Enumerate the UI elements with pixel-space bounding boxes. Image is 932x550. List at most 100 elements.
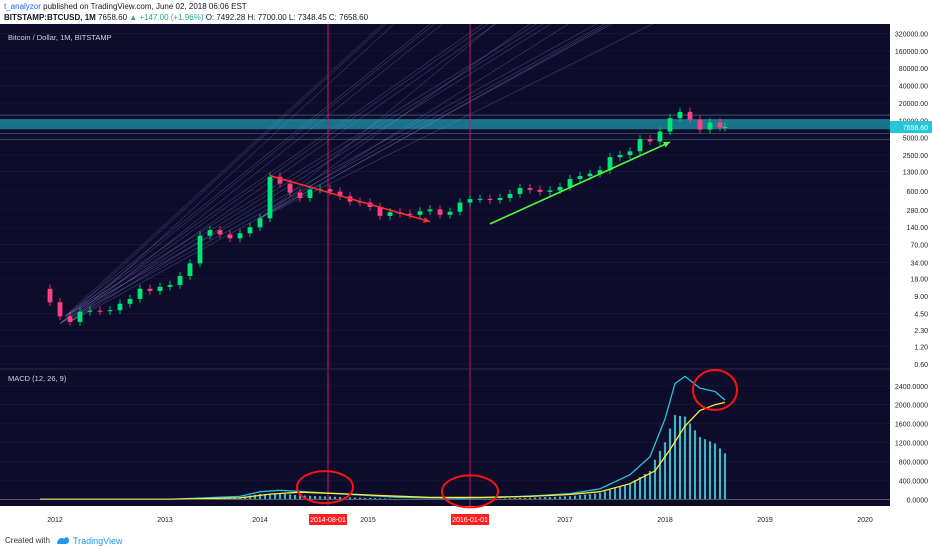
candle-body <box>387 212 393 216</box>
candle-body <box>67 316 73 322</box>
macd-pane-title: MACD (12, 26, 9) <box>8 374 67 383</box>
candle-body <box>97 310 103 312</box>
current-price-label: 7658.60 <box>903 125 928 132</box>
candle-body <box>47 288 53 303</box>
time-tick-label: 2020 <box>857 517 873 524</box>
candle-body <box>287 183 293 193</box>
candle-body <box>607 157 613 171</box>
candle-body <box>217 230 223 235</box>
candle-body <box>427 209 433 212</box>
price-change: +147.00 (+1.96%) <box>139 13 204 22</box>
candle-body <box>722 127 728 129</box>
chart-canvas[interactable]: 320000.00 160000.00 80000.00 40000.00 20000.… <box>0 24 932 530</box>
current-price-tag <box>890 121 932 134</box>
trend-arrows <box>269 141 671 225</box>
candle-body <box>237 233 243 239</box>
symbol-line: BITSTAMP:BTCUSD, 1M 7658.60 ▲ +147.00 (+… <box>4 13 368 22</box>
macd-pane <box>0 369 890 509</box>
candle-body <box>437 209 443 215</box>
candle-body <box>297 192 303 199</box>
trendline <box>259 24 531 219</box>
publish-line: t_analyzor published on TradingView.com,… <box>4 2 247 11</box>
candle-body <box>147 288 153 291</box>
time-tick-label: 2013 <box>157 517 173 524</box>
time-tick-label: 2018 <box>657 517 673 524</box>
time-tick-label: 2019 <box>757 517 773 524</box>
candle-body <box>307 189 313 199</box>
created-with-text: Created with <box>5 536 50 545</box>
candle-body <box>477 198 483 200</box>
candle-body <box>657 131 663 142</box>
time-tick-label: 2016-01-01 <box>452 517 488 524</box>
trendline <box>59 24 386 324</box>
candle-body <box>507 193 513 199</box>
trendline <box>69 24 551 323</box>
candle-body <box>107 310 113 312</box>
annotation-circle <box>296 470 354 505</box>
trendline <box>59 24 489 324</box>
price-tick-label: 600.00 <box>907 189 929 196</box>
candle-body <box>537 189 543 192</box>
candle-body <box>687 111 693 120</box>
uptrend-arrow <box>489 141 671 225</box>
vertical-markers <box>327 24 471 506</box>
time-tick-label: 2017 <box>557 517 573 524</box>
macd-tick-label: 1600.0000 <box>895 422 928 429</box>
candle-body <box>157 286 163 291</box>
candle-body <box>227 234 233 239</box>
candle-body <box>447 211 453 215</box>
grid-lines <box>0 33 890 500</box>
annotation-circle <box>441 474 499 509</box>
candle-body <box>457 202 463 212</box>
uptrend-arrow-head <box>663 141 670 148</box>
tradingview-link[interactable]: TradingView <box>73 536 123 546</box>
time-tick-label: 2015 <box>360 517 376 524</box>
price-tick-label: 0.60 <box>914 362 928 369</box>
candle-body <box>517 188 523 194</box>
ohlc-values: O: 7492.28 H: 7700.00 L: 7348.45 C: 7658… <box>205 13 369 22</box>
trendline <box>64 24 484 317</box>
price-tick-label: 320000.00 <box>895 32 928 39</box>
candle-body <box>177 275 183 285</box>
candle-body <box>677 111 683 119</box>
candle-body <box>557 186 563 191</box>
author-link[interactable]: t_analyzor <box>4 2 41 11</box>
candle-body <box>547 190 553 192</box>
candle-body <box>377 206 383 216</box>
price-tick-label: 1.20 <box>914 344 928 351</box>
price-tick-label: 2500.00 <box>903 153 928 160</box>
price-tick-label: 5000.00 <box>903 136 928 143</box>
price-axis-panel <box>890 24 932 506</box>
time-tick-label: 2014 <box>252 517 268 524</box>
candle-body <box>717 122 723 128</box>
price-pane-title: Bitcoin / Dollar, 1M, BITSTAMP <box>8 33 112 42</box>
time-marker-tag <box>451 514 489 525</box>
time-marker-tag <box>309 514 347 525</box>
trendline <box>64 24 597 317</box>
candle-body <box>57 302 63 317</box>
macd-axis-ticks: 2400.0000 2000.0000 1600.0000 1200.0000 800.… <box>895 384 928 504</box>
trendline <box>259 24 609 219</box>
macd-tick-label: 400.0000 <box>899 478 928 485</box>
candle-body <box>617 155 623 158</box>
candle-body <box>467 199 473 203</box>
candle-body <box>277 176 283 184</box>
trendline <box>64 24 384 317</box>
price-tick-label: 1300.00 <box>903 169 928 176</box>
price-tick-label: 160000.00 <box>895 49 928 56</box>
trendline <box>259 24 496 219</box>
trendline <box>59 24 435 324</box>
support-band <box>0 119 890 130</box>
signal-line <box>40 401 726 500</box>
macd-tick-label: 0.0000 <box>907 497 929 504</box>
candle-body <box>267 176 273 219</box>
candle-body <box>647 139 653 142</box>
downtrend-arrow-head <box>423 216 430 223</box>
annotation-circle <box>692 369 738 411</box>
symbol-label: BITSTAMP:BTCUSD, 1M <box>4 13 96 22</box>
candle-body <box>257 218 263 228</box>
price-tick-label: 20000.00 <box>899 101 928 108</box>
time-axis-ticks: 2012 2013 2014 2014-08-01 2015 2016-01-01 2017… <box>47 514 873 525</box>
up-arrow-icon: ▲ <box>129 13 138 22</box>
trendline <box>64 24 431 317</box>
